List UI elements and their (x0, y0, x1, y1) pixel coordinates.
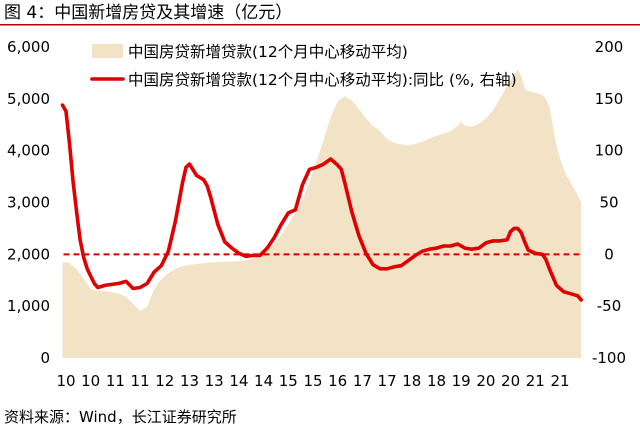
x-tick-label-3: 11 (131, 372, 150, 390)
x-tick-label-10: 15 (303, 372, 322, 390)
x-tick-label-12: 17 (353, 372, 372, 390)
x-tick-label-2: 11 (106, 372, 125, 390)
y-left-tick-label-1: 1,000 (7, 297, 50, 315)
series-line-yoy-growth (60, 103, 583, 302)
x-axis: 10 10 11 11 12 13 13 14 14 15 15 16 17 17 18 18 19 20 20 21… (56, 372, 569, 390)
y-right-tick-label-4: 100 (595, 142, 624, 160)
x-tick-label-17: 20 (476, 372, 495, 390)
right-axis: -100 -50 0 50 100 150 200 (592, 38, 626, 367)
x-tick-label-1: 10 (81, 372, 100, 390)
y-right-tick-label-6: 200 (595, 38, 624, 56)
y-left-tick-label-4: 4,000 (7, 142, 50, 160)
x-tick-label-5: 13 (180, 372, 199, 390)
x-tick-label-11: 16 (328, 372, 347, 390)
x-tick-label-8: 14 (254, 372, 273, 390)
x-tick-label-18: 20 (501, 372, 520, 390)
y-right-tick-label-0: -100 (592, 349, 626, 367)
legend: 中国房贷新增贷款(12个月中心移动平均) 中国房贷新增贷款(12个月中心移动平均… (90, 43, 517, 89)
y-left-tick-label-0: 0 (40, 349, 50, 367)
x-tick-label-7: 14 (229, 372, 248, 390)
y-right-tick-label-3: 50 (599, 194, 618, 212)
x-tick-label-0: 10 (56, 372, 75, 390)
x-tick-label-19: 21 (526, 372, 545, 390)
legend-label-area: 中国房贷新增贷款(12个月中心移动平均) (128, 43, 408, 61)
x-tick-label-15: 18 (427, 372, 446, 390)
x-tick-label-13: 17 (378, 372, 397, 390)
series-area-new-mortgage-loans (62, 69, 582, 359)
y-left-tick-label-5: 5,000 (7, 90, 50, 108)
x-tick-label-16: 19 (452, 372, 471, 390)
plot-area (60, 69, 583, 359)
y-right-tick-label-5: 150 (595, 90, 624, 108)
source-note: 资料来源：Wind，长江证券研究所 (4, 408, 237, 426)
y-left-tick-label-3: 3,000 (7, 194, 50, 212)
x-tick-label-6: 13 (205, 372, 224, 390)
y-right-tick-label-2: 0 (604, 245, 614, 263)
x-tick-label-14: 18 (402, 372, 421, 390)
y-left-tick-label-2: 2,000 (7, 245, 50, 263)
legend-label-line: 中国房贷新增贷款(12个月中心移动平均):同比 (%, 右轴) (128, 71, 517, 89)
x-tick-label-9: 15 (279, 372, 298, 390)
y-right-tick-label-1: -50 (597, 297, 622, 315)
title-underline (0, 24, 640, 26)
left-axis: 0 1,000 2,000 3,000 4,000 5,000 6,000 (7, 38, 50, 367)
x-tick-label-20: 21 (550, 372, 569, 390)
legend-swatch-area (92, 44, 123, 58)
y-left-tick-label-6: 6,000 (7, 38, 50, 56)
figure-title: 图 4：中国新增房贷及其增速（亿元） (4, 3, 292, 23)
x-tick-label-4: 12 (155, 372, 174, 390)
